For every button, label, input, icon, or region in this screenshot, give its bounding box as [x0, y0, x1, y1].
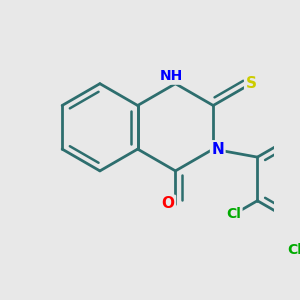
Text: S: S — [245, 76, 256, 91]
Text: Cl: Cl — [226, 207, 241, 221]
Text: O: O — [162, 196, 175, 211]
Text: Cl: Cl — [288, 243, 300, 257]
Text: NH: NH — [159, 69, 182, 83]
Text: N: N — [212, 142, 224, 157]
